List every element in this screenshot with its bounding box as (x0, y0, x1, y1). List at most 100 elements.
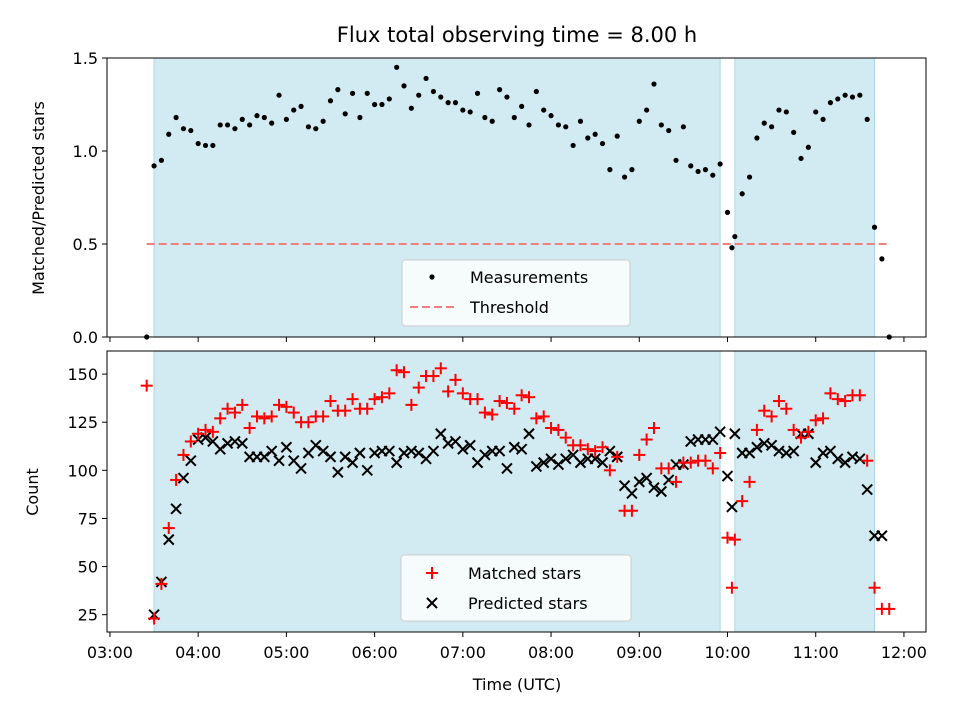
predicted-star-marker (810, 456, 822, 469)
matched-star-marker (670, 475, 683, 488)
measurement-point (732, 233, 738, 240)
matched-star-marker (611, 450, 624, 463)
measurement-point (555, 122, 562, 128)
matched-star-marker (817, 412, 830, 425)
measurement-point (717, 161, 723, 167)
matched-star-marker (236, 398, 249, 411)
measurement-point (541, 107, 547, 113)
top-legend-box (401, 259, 631, 327)
predicted-star-marker (765, 439, 778, 452)
measurement-point (438, 94, 444, 100)
legend-predicted-label: Predicted stars (468, 594, 588, 613)
measurement-point (651, 81, 657, 87)
matched-star-marker (243, 421, 256, 434)
bottom-x-axis-label: Time (UTC) (472, 675, 561, 694)
measurement-point (658, 122, 664, 128)
matched-star-marker (589, 445, 602, 458)
measurement-point (519, 103, 525, 109)
measurement-point (599, 140, 606, 147)
matched-star-marker (721, 531, 734, 544)
predicted-star-marker (170, 503, 182, 515)
measurement-point (224, 122, 231, 128)
predicted-star-marker (324, 451, 337, 463)
measurement-point (357, 114, 363, 121)
top-legend: Measurements Threshold (401, 259, 631, 327)
y-tick-label: 1.5 (73, 49, 98, 68)
measurement-point (871, 224, 878, 230)
count-points (140, 362, 896, 625)
measurement-point (629, 167, 635, 173)
matched-star-marker (228, 406, 241, 419)
predicted-star-marker (464, 439, 476, 452)
matched-star-marker (853, 389, 866, 402)
matched-star-marker (280, 400, 293, 413)
measurement-point (504, 94, 510, 100)
legend-threshold-label: Threshold (469, 298, 549, 317)
predicted-star-marker (317, 445, 329, 457)
predicted-star-marker (787, 445, 800, 457)
predicted-star-marker (552, 458, 565, 471)
measurement-point (452, 100, 459, 106)
measurement-point (636, 118, 642, 124)
measurement-point (496, 87, 503, 93)
measurement-point (210, 142, 216, 149)
matched-star-marker (192, 427, 205, 440)
matched-star-marker (265, 410, 278, 423)
matched-star-marker (809, 414, 822, 427)
predicted-star-marker (729, 428, 741, 440)
ratio-points (144, 64, 892, 340)
matched-star-marker (772, 395, 785, 408)
predicted-star-marker (258, 451, 271, 463)
predicted-star-marker (346, 456, 359, 469)
measurement-point (577, 118, 584, 124)
predicted-star-marker (163, 533, 175, 546)
top-x-axis (109, 337, 905, 342)
measurement-point (482, 114, 488, 121)
measurement-point (746, 174, 753, 180)
measurement-point (710, 172, 716, 178)
measurement-point (202, 142, 209, 149)
measurement-point (820, 116, 826, 122)
matched-star-marker (170, 473, 183, 486)
measurement-point (291, 107, 297, 113)
predicted-star-marker (714, 426, 726, 438)
matched-star-marker (647, 421, 660, 434)
observing-window (734, 57, 876, 338)
y-tick-label: 75 (78, 509, 98, 528)
predicted-star-marker (726, 501, 738, 513)
matched-star-marker (515, 389, 528, 402)
measurement-point (276, 92, 282, 98)
measurement-point (761, 120, 767, 126)
bottom-y-axis-label: Count (23, 468, 42, 516)
measurement-point (232, 126, 238, 132)
predicted-star-marker (361, 464, 373, 477)
measurement-point (474, 90, 481, 96)
matched-star-marker (214, 412, 227, 425)
measurement-point (835, 96, 841, 102)
matched-star-marker (795, 431, 808, 444)
matched-star-marker (728, 533, 741, 546)
matched-star-marker (559, 431, 572, 444)
matched-star-marker (317, 410, 330, 423)
predicted-star-marker (435, 428, 447, 440)
measurement-point (776, 107, 782, 113)
matched-star-marker (221, 402, 234, 415)
measurement-point (607, 167, 613, 173)
measurement-point (511, 114, 517, 121)
predicted-star-marker (457, 443, 469, 455)
measurement-point (769, 124, 775, 130)
matched-star-marker (184, 435, 197, 448)
matched-star-marker (522, 391, 535, 404)
matched-star-marker (640, 433, 653, 446)
predicted-star-marker (177, 472, 190, 484)
matched-star-marker (324, 395, 337, 408)
predicted-star-marker (574, 456, 587, 469)
predicted-star-marker (560, 453, 572, 465)
measurement-point (813, 109, 819, 115)
legend-predicted-marker (426, 597, 438, 609)
measurement-point (842, 92, 848, 98)
measurement-point (798, 155, 804, 162)
measurement-point (864, 116, 870, 122)
predicted-star-marker (427, 445, 440, 457)
measurement-point (394, 64, 400, 70)
